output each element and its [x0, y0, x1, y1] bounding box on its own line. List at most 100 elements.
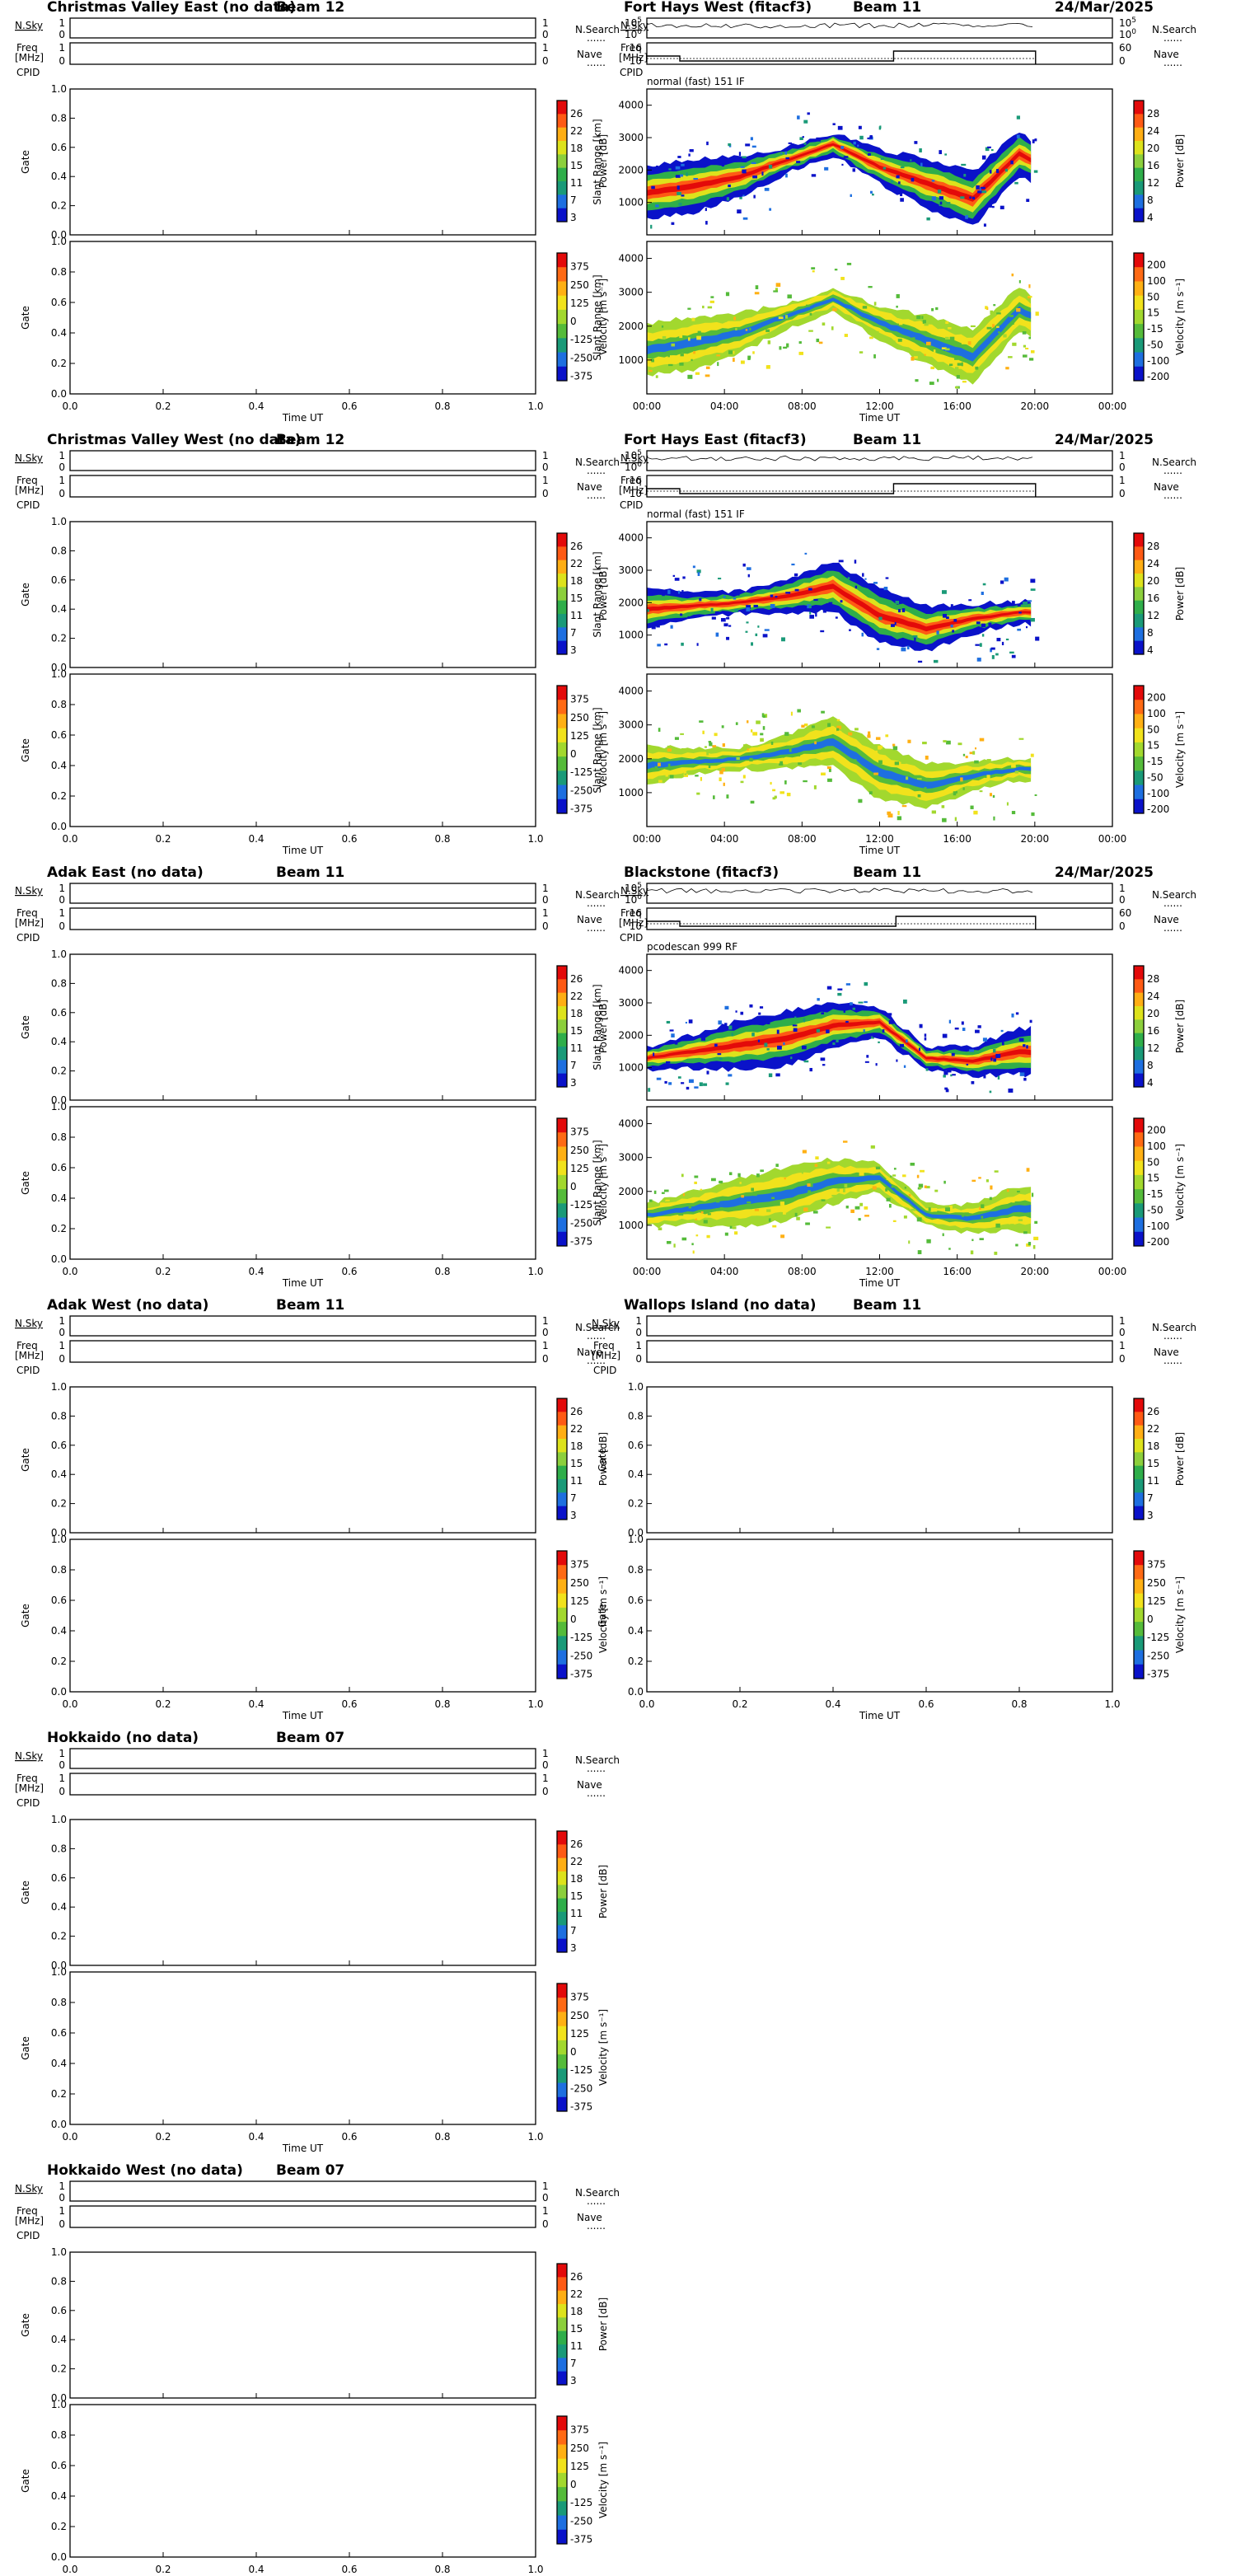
blackstone-velocity-speckle [890, 1175, 892, 1178]
fort-hays-east-power-speckle [820, 630, 825, 633]
blackstone-velocity-speckle [812, 1211, 818, 1214]
fort-hays-east-power-colorbar-tick: 20 [1147, 575, 1159, 587]
fort-hays-west-velocity-colorbar-swatch [1134, 338, 1144, 353]
blackstone-velocity-speckle [678, 1214, 684, 1216]
blackstone-velocity-speckle [917, 1250, 922, 1254]
fort-hays-west-velocity-speckle [777, 321, 782, 324]
blackstone-power-speckle [741, 1060, 744, 1065]
fort-hays-east-velocity-colorbar-swatch [1134, 728, 1144, 743]
hokkaido-power-colorbar-swatch [557, 1885, 567, 1899]
blackstone-velocity-speckle [739, 1182, 742, 1184]
fort-hays-west-velocity-speckle [740, 360, 745, 364]
fort-hays-east-velocity-speckle [901, 761, 906, 765]
blackstone-velocity-speckle [1028, 1242, 1032, 1246]
hokkaido-velocity-colorbar-tick: 125 [570, 2028, 589, 2040]
hokkaido-west-power-ylabel: Gate [20, 2313, 31, 2337]
christmas-valley-east-power-ytick-label: 0.0 [51, 229, 67, 241]
fort-hays-west-velocity-speckle [767, 364, 770, 369]
christmas-valley-west-xtick-label: 1.0 [527, 833, 543, 845]
hokkaido-west-velocity-colorbar-swatch [557, 2487, 567, 2502]
fort-hays-west-power-speckle [858, 125, 862, 129]
fort-hays-west-power-speckle [980, 186, 986, 190]
blackstone-velocity-ytick-label: 1000 [618, 1220, 644, 1231]
hokkaido-west-nsky-rtick-top: 1 [542, 2180, 549, 2192]
blackstone-power-speckle [944, 1087, 948, 1090]
christmas-valley-west-mhz-label: [MHz] [15, 485, 44, 496]
blackstone-power-ytick-label: 4000 [618, 965, 644, 977]
hokkaido-nsky-rtick-bottom: 0 [542, 1759, 549, 1771]
christmas-valley-east-velocity-colorbar-frame [556, 252, 568, 382]
fort-hays-west-power-speckle [914, 141, 918, 144]
fort-hays-west-power-ytick-label: 4000 [618, 100, 644, 111]
blackstone-power-speckle [648, 1088, 651, 1092]
wallops-island-nsky-rtick-bottom: 0 [1119, 1327, 1126, 1338]
hokkaido-velocity-colorbar-swatch [557, 2068, 567, 2083]
fort-hays-east-velocity-speckle [798, 752, 801, 756]
wallops-island-power-colorbar-swatch [1134, 1506, 1144, 1520]
christmas-valley-east-nsky-rtick-bottom: 0 [542, 29, 549, 40]
adak-east-velocity-colorbar-tick: 250 [570, 1145, 589, 1156]
fort-hays-east-velocity-speckle [898, 790, 901, 794]
fort-hays-east-velocity-speckle [772, 797, 776, 800]
blackstone-velocity-speckle [786, 1178, 790, 1183]
adak-west-power-colorbar-label: Power [dB] [597, 1432, 609, 1486]
christmas-valley-west-nave-rtick-top: 1 [542, 475, 549, 486]
fort-hays-west-power-echo-layer [647, 143, 1032, 202]
blackstone-velocity-speckle [994, 1251, 998, 1255]
blackstone-power-speckle [816, 1028, 820, 1033]
fort-hays-west-power-speckle [803, 119, 808, 124]
hokkaido-west-power-colorbar-swatch [557, 2330, 567, 2345]
hokkaido-velocity-colorbar-tick: 0 [570, 2046, 577, 2058]
christmas-valley-west-xtick-label: 0.6 [341, 833, 357, 845]
blackstone-xtick-label: 16:00 [943, 1266, 971, 1277]
blackstone-nsky-rtick-top: 1 [1119, 883, 1126, 894]
christmas-valley-west-power-ytick-label: 0.4 [51, 603, 67, 615]
fort-hays-east-power-speckle [950, 624, 953, 628]
fort-hays-west-power-speckle [742, 169, 747, 174]
fort-hays-east-velocity-ytick-label: 3000 [618, 719, 644, 731]
blackstone-nsky-label: N.Sky [620, 885, 648, 897]
blackstone-velocity-speckle [665, 1199, 670, 1201]
fort-hays-west-power-speckle [931, 196, 936, 201]
christmas-valley-west-velocity-colorbar-tick: -250 [570, 785, 592, 796]
fort-hays-east-power-speckle [714, 611, 720, 615]
fort-hays-east-velocity-speckle [783, 761, 789, 765]
adak-east-power-colorbar-swatch [557, 1073, 567, 1088]
wallops-island-power-colorbar-label: Power [dB] [1174, 1432, 1186, 1486]
fort-hays-east-power-speckle [692, 565, 695, 569]
fort-hays-west-velocity-speckle [948, 326, 952, 330]
fort-hays-west-velocity-speckle [834, 269, 838, 271]
blackstone-velocity-speckle [850, 1209, 854, 1213]
fort-hays-west-velocity-speckle [707, 306, 713, 309]
christmas-valley-west-power-colorbar-swatch [557, 546, 567, 561]
blackstone-power-speckle [731, 1033, 733, 1037]
adak-west-power-colorbar-swatch [557, 1506, 567, 1520]
adak-east-xtick-label: 0.6 [341, 1266, 357, 1277]
fort-hays-east-power-speckle [1017, 628, 1022, 631]
blackstone-power-speckle [1026, 1045, 1028, 1049]
christmas-valley-west-velocity-ytick-label: 1.0 [51, 668, 67, 680]
fort-hays-west-velocity-speckle [781, 328, 787, 331]
blackstone-velocity-speckle [666, 1240, 672, 1244]
adak-east-nsky-label: N.Sky [15, 885, 43, 897]
fort-hays-east-power-speckle [854, 560, 857, 564]
blackstone-velocity-speckle [949, 1205, 953, 1210]
christmas-valley-west-power-ylabel: Gate [20, 583, 31, 607]
blackstone-velocity-speckle [771, 1197, 775, 1200]
christmas-valley-east-nave-dots: ...... [587, 57, 606, 68]
fort-hays-west-power-speckle [931, 180, 935, 182]
fort-hays-west-velocity-speckle [911, 356, 915, 361]
fort-hays-west-power-speckle [751, 162, 756, 165]
fort-hays-east-power-speckle [808, 588, 812, 591]
hokkaido-power-plot-bg [70, 1820, 536, 1965]
fort-hays-west-velocity-ytick-label: 4000 [618, 253, 644, 265]
fort-hays-west-velocity-speckle [1028, 336, 1032, 340]
blackstone-velocity-speckle [826, 1226, 831, 1229]
blackstone-velocity-colorbar-swatch [1134, 1189, 1144, 1204]
fort-hays-west-velocity-speckle [668, 363, 673, 367]
adak-east-velocity-colorbar-swatch [557, 1132, 567, 1147]
fort-hays-west-velocity-speckle [941, 347, 947, 350]
blackstone-power-speckle [728, 1074, 733, 1077]
fort-hays-west-power-speckle [797, 115, 800, 119]
fort-hays-east-power-speckle [794, 588, 799, 592]
